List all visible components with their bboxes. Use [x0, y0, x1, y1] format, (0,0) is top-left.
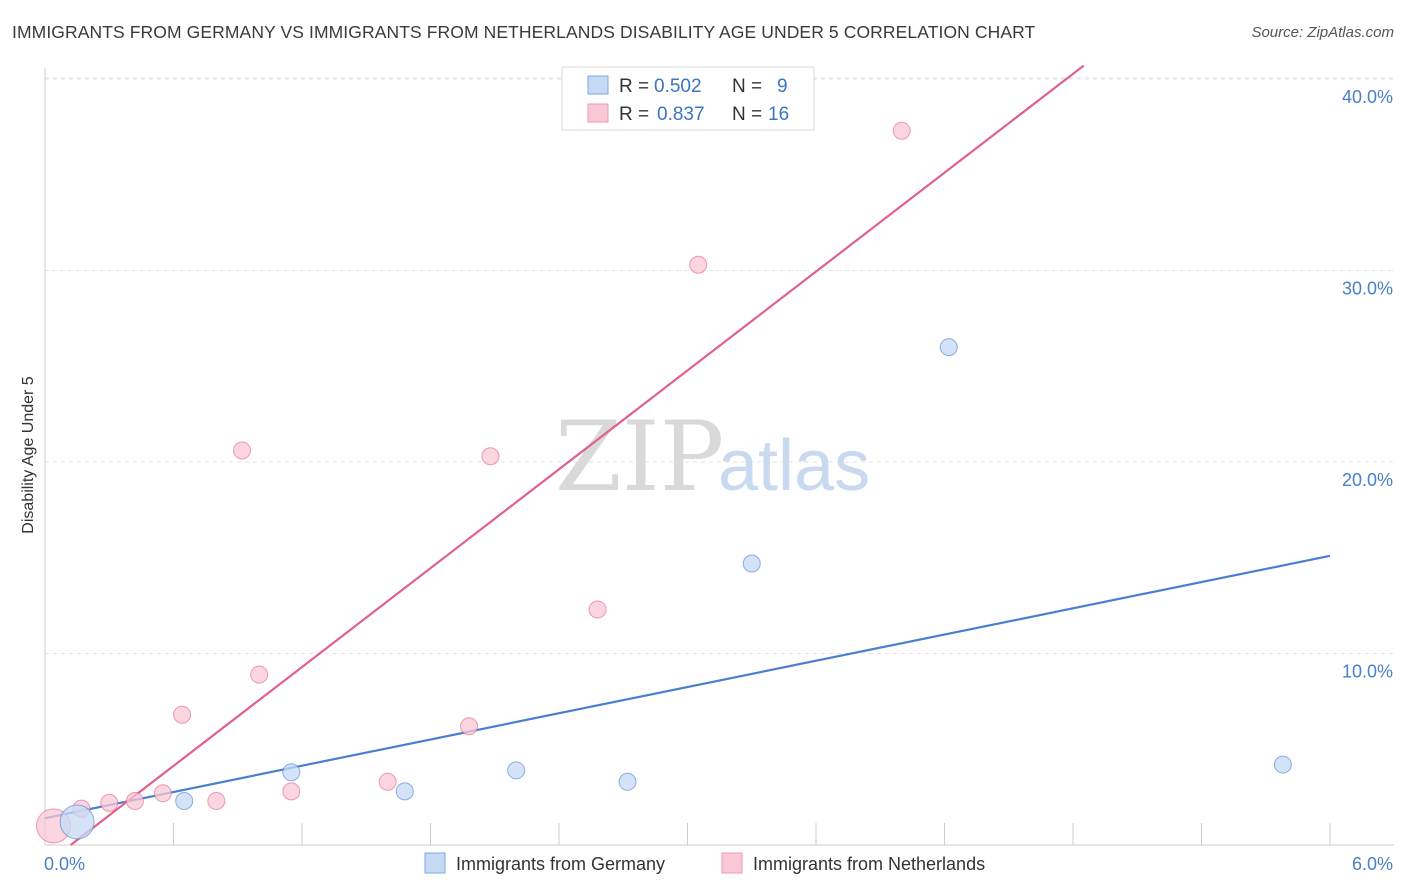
y-tick-labels: 10.0% 20.0% 30.0% 40.0% [1342, 87, 1393, 682]
data-point-netherlands [689, 255, 708, 274]
source-label: Source: ZipAtlas.com [1251, 24, 1394, 41]
bottom-legend-swatch-germany [424, 852, 446, 874]
data-point-netherlands [100, 793, 119, 812]
legend-n-label-germany: N = [732, 76, 762, 97]
data-point-netherlands [588, 600, 607, 619]
legend-r-value-netherlands: 0.837 [657, 104, 705, 125]
data-point-netherlands [173, 705, 192, 724]
data-point-germany [395, 782, 414, 801]
data-point-netherlands [892, 121, 911, 140]
legend: R = 0.502 N = 9 R = 0.837 N = 16 [561, 66, 815, 131]
bottom-legend-label-germany: Immigrants from Germany [456, 854, 665, 874]
legend-n-label-netherlands: N = [732, 104, 762, 125]
bottom-legend-swatch-netherlands [721, 852, 743, 874]
axes [44, 68, 1394, 846]
x-tick-labels: 0.0% 6.0% [44, 854, 1393, 874]
legend-r-value-germany: 0.502 [654, 76, 702, 97]
legend-n-value-netherlands: 16 [768, 104, 789, 125]
chart-title: IMMIGRANTS FROM GERMANY VS IMMIGRANTS FR… [12, 22, 1036, 42]
legend-swatch-germany [587, 75, 609, 95]
data-point-germany [618, 772, 637, 791]
data-point-germany [282, 763, 301, 782]
data-point-netherlands [233, 441, 252, 460]
legend-r-label-germany: R = [619, 76, 649, 97]
legend-r-label-netherlands: R = [619, 104, 649, 125]
data-point-germany [1273, 755, 1292, 774]
x-tick-label: 0.0% [44, 854, 85, 874]
trend-line-netherlands [70, 64, 1085, 846]
bottom-legend-label-netherlands: Immigrants from Netherlands [753, 854, 985, 874]
y-tick-label: 40.0% [1342, 87, 1393, 107]
y-tick-label: 20.0% [1342, 470, 1393, 490]
data-point-netherlands [153, 784, 172, 803]
bottom-legend: Immigrants from Germany Immigrants from … [424, 852, 985, 874]
data-point-netherlands [460, 717, 479, 736]
data-point-netherlands [250, 665, 269, 684]
data-points [36, 121, 1292, 844]
data-point-germany [175, 791, 194, 810]
data-point-germany [59, 804, 95, 840]
data-point-germany [742, 554, 761, 573]
y-axis-label: Disability Age Under 5 [20, 376, 37, 534]
data-point-germany [507, 761, 526, 780]
data-point-netherlands [125, 791, 144, 810]
data-point-netherlands [378, 772, 397, 791]
data-point-netherlands [207, 791, 226, 810]
legend-n-value-germany: 9 [777, 76, 788, 97]
grid-lines [45, 77, 1394, 654]
data-point-germany [939, 338, 958, 357]
watermark: ZIP atlas [555, 401, 870, 513]
watermark-atlas: atlas [718, 426, 870, 506]
trend-lines [44, 64, 1331, 846]
trend-line-germany [44, 554, 1331, 820]
y-tick-label: 10.0% [1342, 662, 1393, 682]
x-tick-label: 6.0% [1352, 854, 1393, 874]
data-point-netherlands [481, 447, 500, 466]
y-tick-label: 30.0% [1342, 279, 1393, 299]
data-point-netherlands [282, 782, 301, 801]
legend-swatch-netherlands [587, 103, 609, 123]
watermark-zip: ZIP [555, 401, 724, 513]
